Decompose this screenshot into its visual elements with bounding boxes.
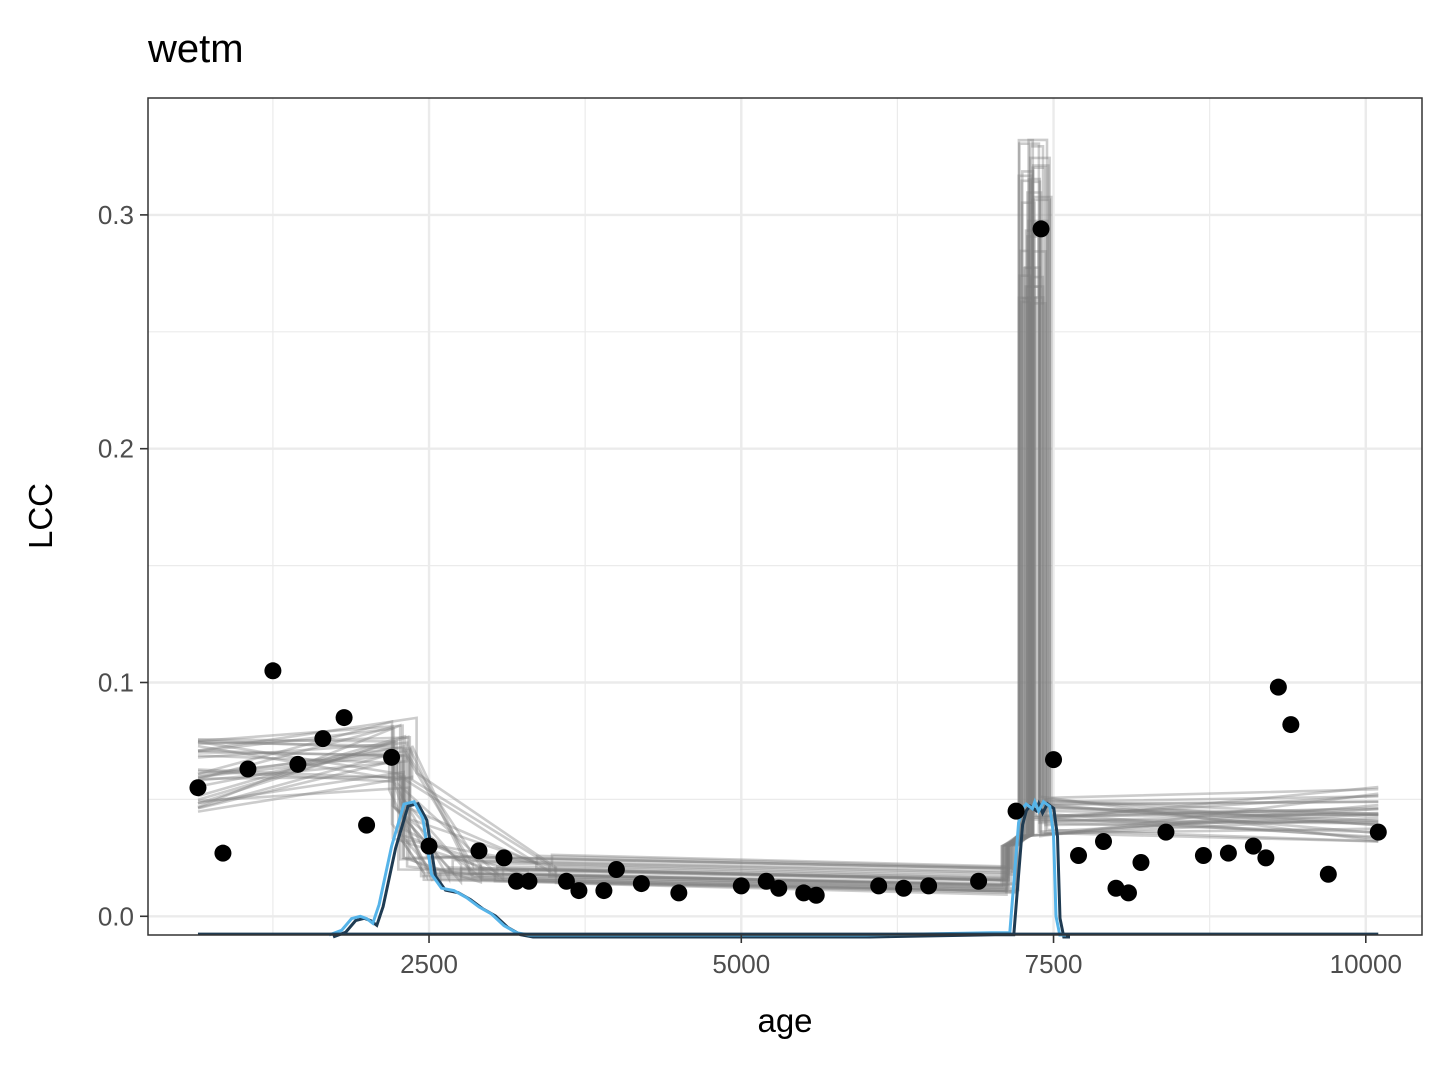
ensemble-line — [197, 174, 1379, 883]
data-point — [289, 755, 307, 773]
data-point — [1319, 865, 1337, 883]
ensemble-line — [197, 201, 1379, 870]
data-point — [358, 816, 376, 834]
ensemble-line — [197, 235, 1379, 895]
ensemble-line — [197, 180, 1379, 882]
data-point — [1007, 802, 1025, 820]
ensemble-line — [197, 266, 1379, 886]
ensemble-line — [197, 296, 1379, 882]
ensemble-line — [197, 219, 1379, 893]
ensemble-line — [197, 229, 1379, 887]
data-point — [1157, 823, 1175, 841]
ensemble-line — [197, 285, 1379, 887]
data-point — [507, 872, 525, 890]
ensemble-line — [197, 142, 1379, 883]
data-point — [1132, 854, 1150, 872]
ensemble-line — [197, 274, 1379, 875]
data-point — [314, 730, 332, 748]
ensemble-line — [197, 177, 1379, 891]
data-point — [470, 842, 488, 860]
y-axis: 0.0 0.1 0.2 0.3 — [98, 200, 148, 931]
ensemble-line — [197, 179, 1379, 876]
data-point — [570, 882, 588, 900]
data-point — [420, 837, 438, 855]
data-point — [595, 882, 613, 900]
data-point — [607, 861, 625, 879]
data-point — [1070, 847, 1088, 865]
x-tick-label: 5000 — [712, 949, 770, 979]
ensemble-lines — [197, 138, 1379, 897]
x-tick-label: 7500 — [1025, 949, 1083, 979]
x-axis: 2500 5000 7500 10000 — [400, 935, 1402, 979]
data-point — [189, 779, 207, 797]
data-point — [1032, 220, 1050, 238]
ensemble-line — [197, 250, 1379, 884]
data-point — [1257, 849, 1275, 867]
ensemble-line — [197, 266, 1379, 892]
data-point — [1194, 847, 1212, 865]
ensemble-line — [197, 138, 1379, 888]
data-point — [1119, 884, 1137, 902]
data-point — [1282, 716, 1300, 734]
y-axis-title: LCC — [22, 483, 59, 549]
ensemble-line — [197, 145, 1379, 886]
y-tick-label: 0.1 — [98, 667, 134, 697]
data-point — [1095, 832, 1112, 850]
ensemble-line — [197, 198, 1379, 887]
data-point — [335, 709, 353, 727]
ensemble-line — [197, 166, 1379, 868]
y-tick-label: 0.2 — [98, 434, 134, 464]
data-point — [1244, 837, 1262, 855]
ensemble-line — [197, 275, 1379, 879]
ensemble-line — [197, 296, 1379, 897]
data-point — [1045, 751, 1063, 769]
ensemble-line — [197, 195, 1379, 869]
data-point — [264, 662, 282, 680]
data-point — [670, 884, 688, 902]
data-points — [189, 220, 1387, 904]
data-point — [520, 872, 538, 890]
x-tick-label: 10000 — [1330, 949, 1402, 979]
panel-border — [147, 97, 1423, 936]
data-point — [1269, 678, 1287, 696]
data-point — [807, 886, 825, 904]
data-point — [970, 872, 988, 890]
data-point — [920, 877, 938, 895]
data-point — [870, 877, 888, 895]
data-point — [757, 872, 775, 890]
data-point — [557, 872, 575, 890]
data-point — [1369, 823, 1387, 841]
ensemble-line — [197, 249, 1379, 893]
ensemble-line — [197, 138, 1379, 884]
ensemble-line — [197, 170, 1379, 875]
data-point — [895, 879, 913, 897]
data-point — [239, 760, 257, 778]
data-point — [495, 849, 513, 867]
x-tick-label: 2500 — [400, 949, 458, 979]
data-point — [632, 875, 650, 893]
data-point — [732, 877, 750, 895]
ensemble-line — [197, 285, 1379, 871]
x-axis-title: age — [757, 1002, 812, 1039]
data-point — [770, 879, 788, 897]
chart-title: wetm — [147, 27, 244, 71]
y-tick-label: 0.3 — [98, 200, 134, 230]
data-point — [214, 844, 232, 862]
y-tick-label: 0.0 — [98, 901, 134, 931]
ensemble-line — [197, 297, 1379, 890]
data-point — [383, 748, 401, 766]
data-point — [1219, 844, 1237, 862]
